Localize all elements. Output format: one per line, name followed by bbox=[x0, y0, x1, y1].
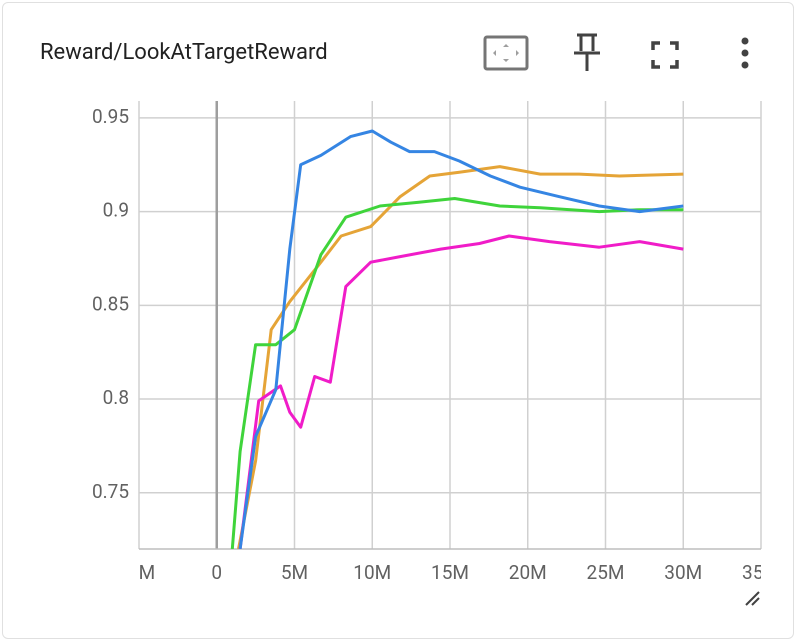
pin-button[interactable] bbox=[574, 33, 600, 71]
fit-domain-button[interactable] bbox=[483, 35, 529, 71]
x-tick-label: 15M bbox=[431, 561, 469, 584]
x-tick-label: 25M bbox=[587, 561, 625, 584]
grid bbox=[138, 101, 762, 550]
y-tick-label: 0.9 bbox=[103, 199, 129, 222]
series-line bbox=[238, 129, 684, 549]
chart: Reward/LookAtTargetReward -5M 0 5M 10M 15M 20… bbox=[40, 33, 780, 606]
plot-area bbox=[230, 129, 684, 549]
y-tick-label: 0.95 bbox=[92, 105, 129, 128]
x-axis: -5M 0 5M 10M 15M 20M 25M 30M 35M bbox=[123, 561, 780, 584]
x-tick-label: 0 bbox=[211, 561, 222, 584]
x-tick-label: -5M bbox=[123, 561, 156, 584]
x-tick-label: 30M bbox=[664, 561, 702, 584]
series-line bbox=[238, 234, 684, 549]
x-tick-label: 5M bbox=[281, 561, 308, 584]
y-tick-label: 0.75 bbox=[92, 480, 129, 503]
series-line bbox=[230, 197, 684, 549]
x-tick-label: 10M bbox=[353, 561, 391, 584]
x-tick-label: 35M bbox=[742, 561, 780, 584]
menu-button[interactable] bbox=[741, 37, 749, 69]
fullscreen-button[interactable] bbox=[651, 41, 679, 69]
series-line bbox=[237, 165, 684, 549]
x-tick-label: 20M bbox=[509, 561, 547, 584]
resize-handle[interactable] bbox=[745, 591, 760, 606]
y-tick-label: 0.8 bbox=[103, 386, 129, 409]
chart-title: Reward/LookAtTargetReward bbox=[40, 40, 328, 65]
y-tick-label: 0.85 bbox=[92, 292, 129, 315]
